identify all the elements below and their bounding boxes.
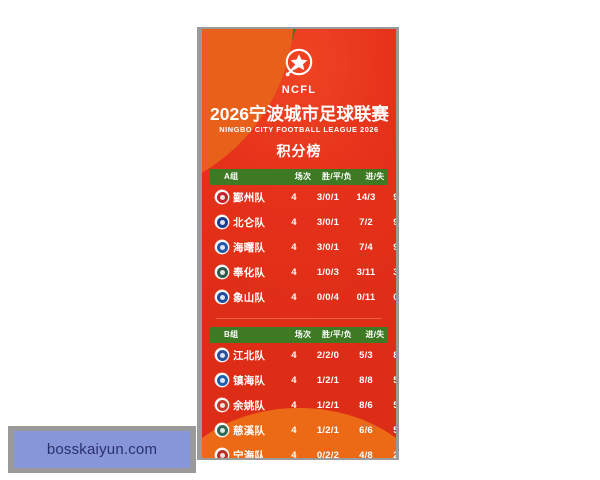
ncfl-wordmark: NCFL <box>281 84 317 96</box>
group-a-label: A组 <box>224 172 239 182</box>
cell-played: 4 <box>291 291 297 303</box>
cell-played: 4 <box>291 216 297 228</box>
cell-points: 5 <box>383 425 396 436</box>
cell-played: 4 <box>291 241 297 253</box>
team-badge-icon <box>215 448 229 458</box>
cell-goals: 7/4 <box>359 241 373 253</box>
poster-frame: NCFL 2026宁波城市足球联赛 NINGBO CITY FOOTBALL L… <box>197 27 399 460</box>
table-row: 宁海队 4 0/2/2 4/8 2 <box>210 443 396 458</box>
team-badge-icon <box>215 373 229 388</box>
column-header-goals: 进/失 <box>365 172 385 182</box>
team-badge-icon <box>215 290 229 305</box>
cell-wdl: 1/0/3 <box>316 266 340 278</box>
cell-wdl: 3/0/1 <box>316 216 340 228</box>
group-b-label: B组 <box>224 330 239 340</box>
cell-goals: 8/6 <box>359 399 373 411</box>
team-badge-icon <box>215 190 229 205</box>
table-row: 余姚队 4 1/2/1 8/6 5 <box>210 393 396 418</box>
cell-goals: 4/8 <box>359 449 373 458</box>
column-header-wdl: 胜/平/负 <box>322 172 352 182</box>
table-row: 江北队 4 2/2/0 5/3 8 <box>210 343 396 368</box>
column-header-goals: 进/失 <box>365 330 385 340</box>
team-name: 奉化队 <box>233 266 266 279</box>
watermark-label: bosskaiyun.com <box>14 431 190 468</box>
table-row: 海曙队 4 3/0/1 7/4 9 <box>210 235 396 260</box>
group-a-block: A组 场次 胜/平/负 进/失 积分 鄞州队 4 3/0/1 14/3 9 <box>210 168 396 310</box>
group-a-header-row: A组 场次 胜/平/负 进/失 积分 <box>210 168 388 185</box>
table-row: 奉化队 4 1/0/3 3/11 3 <box>210 260 396 285</box>
cell-wdl: 1/2/1 <box>316 374 340 386</box>
team-badge-icon <box>215 348 229 363</box>
cell-points: 0 <box>383 292 396 303</box>
league-crest: NCFL <box>276 46 322 96</box>
table-row: 慈溪队 4 1/2/1 6/6 5 <box>210 418 396 443</box>
cell-points: 9 <box>383 192 396 203</box>
ncfl-star-emblem-icon <box>276 46 322 85</box>
cell-played: 4 <box>291 424 297 436</box>
poster-title-cn: 2026宁波城市足球联赛 <box>210 104 389 124</box>
cell-points: 9 <box>383 242 396 253</box>
team-name: 北仑队 <box>233 216 266 229</box>
cell-points: 9 <box>383 217 396 228</box>
column-header-played: 场次 <box>294 330 312 340</box>
team-name: 宁海队 <box>233 449 266 458</box>
group-b-header-row: B组 场次 胜/平/负 进/失 积分 <box>210 326 388 343</box>
column-header-points: 积分 <box>392 171 396 182</box>
team-badge-icon <box>215 240 229 255</box>
cell-wdl: 2/2/0 <box>316 349 340 361</box>
team-badge-icon <box>215 423 229 438</box>
cell-played: 4 <box>291 449 297 458</box>
team-badge-icon <box>215 398 229 413</box>
cell-goals: 3/11 <box>356 266 376 278</box>
team-name: 镇海队 <box>233 374 266 387</box>
cell-goals: 0/11 <box>356 291 376 303</box>
team-name: 鄞州队 <box>233 191 266 204</box>
cell-played: 4 <box>291 349 297 361</box>
cell-wdl: 0/2/2 <box>316 449 340 458</box>
team-name: 慈溪队 <box>233 424 266 437</box>
team-name: 江北队 <box>233 349 266 362</box>
cell-wdl: 1/2/1 <box>316 424 340 436</box>
cell-goals: 7/2 <box>359 216 373 228</box>
cell-played: 4 <box>291 191 297 203</box>
cell-wdl: 3/0/1 <box>316 191 340 203</box>
column-header-wdl: 胜/平/负 <box>322 330 352 340</box>
cell-wdl: 1/2/1 <box>316 399 340 411</box>
cell-goals: 8/8 <box>359 374 373 386</box>
column-header-points: 积分 <box>392 329 396 340</box>
team-badge-icon <box>215 215 229 230</box>
poster-subtitle-standings: 积分榜 <box>276 142 322 159</box>
standings-poster: NCFL 2026宁波城市足球联赛 NINGBO CITY FOOTBALL L… <box>202 29 396 458</box>
cell-wdl: 0/0/4 <box>316 291 340 303</box>
team-name: 余姚队 <box>233 399 266 412</box>
table-row: 镇海队 4 1/2/1 8/8 5 <box>210 368 396 393</box>
cell-goals: 5/3 <box>359 349 373 361</box>
cell-goals: 14/3 <box>356 191 376 203</box>
cell-points: 5 <box>383 400 396 411</box>
group-b-block: B组 场次 胜/平/负 进/失 积分 江北队 4 2/2/0 5/3 8 <box>210 317 396 458</box>
cell-wdl: 3/0/1 <box>316 241 340 253</box>
cell-points: 2 <box>383 450 396 458</box>
cell-points: 5 <box>383 375 396 386</box>
team-name: 象山队 <box>233 291 266 304</box>
poster-title-en: NINGBO CITY FOOTBALL LEAGUE 2026 <box>219 125 379 135</box>
cell-points: 8 <box>383 350 396 361</box>
table-row: 鄞州队 4 3/0/1 14/3 9 <box>210 185 396 210</box>
cell-played: 4 <box>291 266 297 278</box>
cell-goals: 6/6 <box>359 424 373 436</box>
watermark-frame: bosskaiyun.com <box>8 426 196 473</box>
table-row: 象山队 4 0/0/4 0/11 0 <box>210 285 396 310</box>
group-divider <box>216 317 382 319</box>
table-row: 北仑队 4 3/0/1 7/2 9 <box>210 210 396 235</box>
team-name: 海曙队 <box>233 241 266 254</box>
cell-points: 3 <box>383 267 396 278</box>
column-header-played: 场次 <box>294 172 312 182</box>
cell-played: 4 <box>291 399 297 411</box>
cell-played: 4 <box>291 374 297 386</box>
team-badge-icon <box>215 265 229 280</box>
